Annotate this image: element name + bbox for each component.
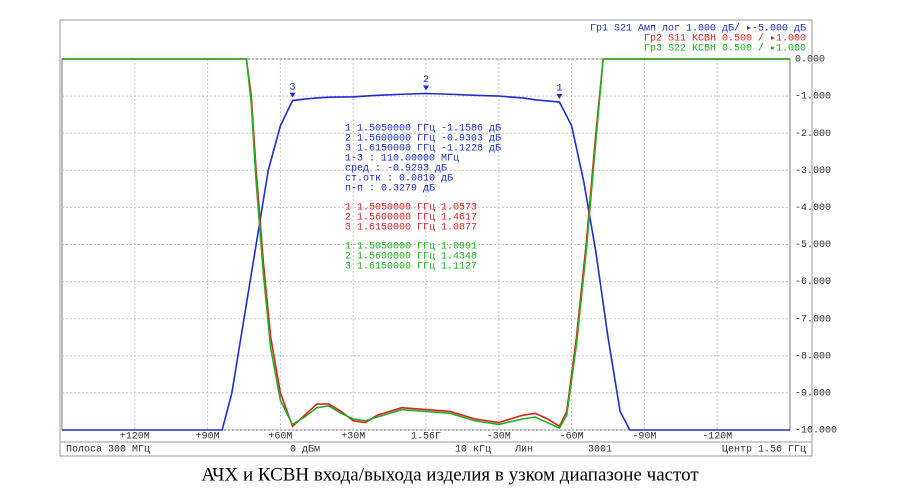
y-tick-label: -9.000 [795, 389, 831, 400]
y-tick-label: 0.000 [795, 55, 825, 66]
marker-readout: 3 1.6150000 ГГц 1.0877 [345, 223, 477, 234]
status-label: Полоса 300 МГц [66, 445, 150, 456]
marker-readout: 2 1.5600000 ГГц -0.9303 дБ [345, 134, 501, 145]
marker-readout: 1 1.5050000 ГГц 1.0991 [345, 242, 477, 253]
marker-readout: 2 1.5600000 ГГц 1.4348 [345, 252, 477, 263]
trace [62, 58, 790, 430]
marker-readout: 1 1.5050000 ГГц 1.0573 [345, 203, 477, 214]
y-tick-label: -7.000 [795, 314, 831, 325]
marker-readout: 3 1.6150000 ГГц -1.1228 дБ [345, 144, 501, 155]
marker-readout: сред : -0.9293 дБ [345, 164, 447, 175]
marker [289, 92, 296, 98]
y-tick-label: -3.000 [795, 166, 831, 177]
status-label: 3001 [588, 445, 612, 456]
marker-label: 1 [556, 84, 562, 95]
marker-label: 3 [290, 82, 296, 93]
status-label: Лин [514, 445, 533, 456]
x-tick-label: +120M [120, 432, 150, 443]
marker-readout: 1 1.5050000 ГГц -1.1586 дБ [345, 124, 501, 135]
y-tick-label: -8.000 [795, 351, 831, 362]
legend-entry: Гр3 S22 КСВН 0.500 / ▸1.000 [644, 43, 806, 55]
status-label: 10 кГц [455, 445, 491, 456]
legend-entry: Гр2 S11 КСВН 0.500 / ▸1.000 [644, 33, 806, 45]
marker-readout: 2 1.5600000 ГГц 1.4617 [345, 213, 477, 224]
x-tick-label: -60M [560, 432, 584, 443]
status-label: 0 дБм [290, 445, 320, 456]
y-tick-label: -10.000 [795, 426, 837, 437]
marker-readout: 3 1.6150000 ГГц 1.1127 [345, 262, 477, 273]
y-tick-label: -2.000 [795, 129, 831, 140]
marker [556, 93, 563, 99]
x-tick-label: 1.56Г [411, 432, 441, 443]
marker [423, 85, 429, 91]
y-tick-label: -4.000 [795, 203, 831, 214]
y-tick-label: -5.000 [795, 240, 831, 251]
x-tick-label: +60M [268, 432, 292, 443]
status-label: Центр 1.56 ГГц [722, 445, 806, 456]
y-tick-label: -1.000 [795, 92, 831, 103]
marker-label: 2 [423, 75, 429, 86]
x-tick-label: -120M [702, 432, 732, 443]
x-tick-label: -90M [632, 432, 656, 443]
legend-entry: Гр1 S21 Амп лог 1.000 дБ/ ▸-5.000 дБ [590, 23, 806, 35]
screen-frame [59, 19, 813, 457]
x-tick-label: +30M [341, 432, 365, 443]
x-tick-label: +90M [196, 432, 220, 443]
marker-readout: ст.отк : 0.0810 дБ [345, 174, 453, 185]
x-tick-label: -30M [487, 432, 511, 443]
y-tick-label: -6.000 [795, 277, 831, 288]
trace [62, 92, 790, 431]
caption: АЧХ и КСВН входа/выхода изделия в узком … [201, 464, 699, 485]
marker-readout: п-п : 0.3279 дБ [345, 184, 435, 195]
marker-readout: 1-3 : 110.00000 МГц [345, 154, 459, 165]
